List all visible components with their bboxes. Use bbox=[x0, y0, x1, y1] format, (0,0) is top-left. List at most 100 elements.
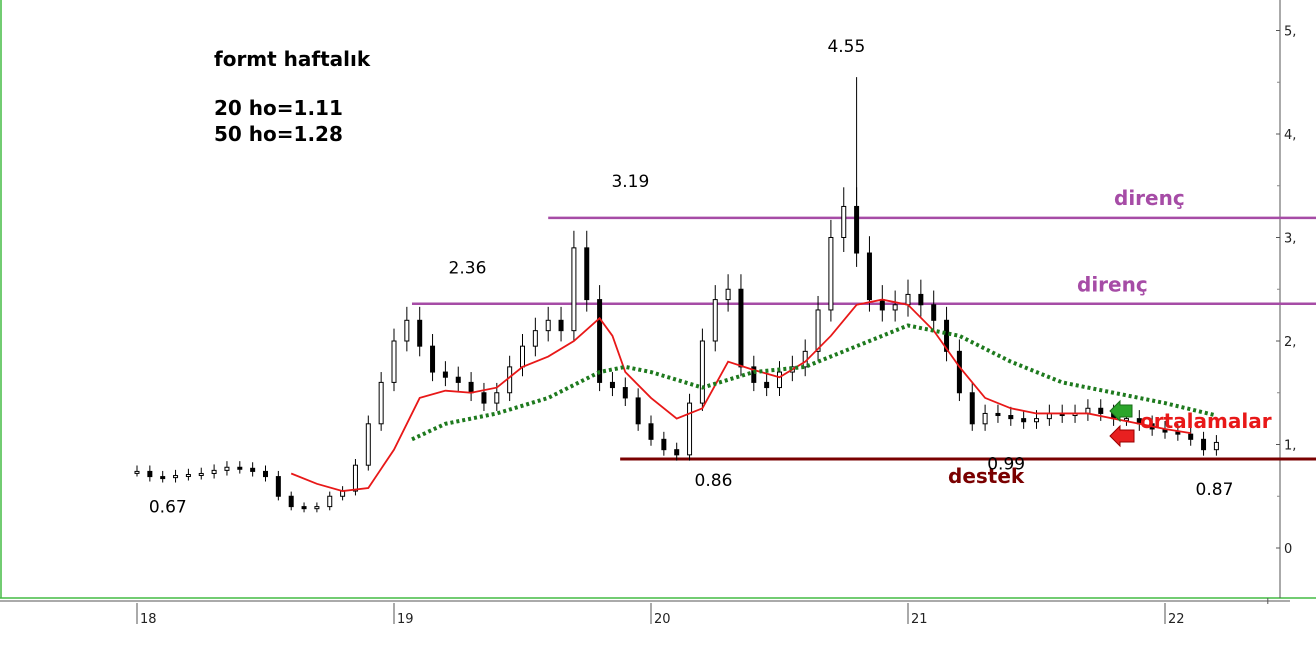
moving-averages-layer bbox=[290, 298, 1217, 492]
candle-body bbox=[237, 466, 243, 470]
y-ticks-layer: 0 1, 2, 3, 4, 5, bbox=[1276, 25, 1296, 557]
candle-body bbox=[224, 466, 230, 471]
candle-body bbox=[956, 350, 962, 394]
chart-title: formt haftalık bbox=[214, 47, 371, 71]
candle-body bbox=[404, 319, 410, 342]
x-tick-label: 18 bbox=[140, 612, 157, 627]
candle-body bbox=[699, 340, 705, 404]
candle-body bbox=[1021, 418, 1027, 423]
price-annotation: 0.67 bbox=[149, 498, 187, 518]
candle-body bbox=[828, 237, 834, 311]
candle-body bbox=[674, 449, 680, 456]
arrow-50-ho-icon bbox=[1109, 399, 1133, 423]
candle-body bbox=[712, 299, 718, 342]
candle-body bbox=[173, 475, 179, 479]
resistance-label: direnç bbox=[1114, 186, 1185, 210]
candle-body bbox=[1008, 415, 1014, 420]
candle-body bbox=[263, 470, 268, 478]
price-annotation: 3.19 bbox=[611, 172, 649, 192]
candle-body bbox=[725, 288, 731, 301]
y-tick-label: 3, bbox=[1284, 232, 1296, 247]
candle-body bbox=[301, 506, 307, 510]
y-tick-label: 0 bbox=[1284, 542, 1292, 557]
subtitle-line-1: 20 ho=1.11 bbox=[214, 96, 343, 120]
candle-body bbox=[622, 387, 628, 399]
candle-body bbox=[211, 469, 217, 474]
candle-body bbox=[995, 412, 1001, 417]
candle-body bbox=[352, 464, 358, 492]
candle-body bbox=[494, 392, 500, 404]
x-tick-label: 20 bbox=[654, 612, 671, 627]
candle-body bbox=[1034, 418, 1039, 423]
candle-body bbox=[327, 495, 333, 508]
ma50-line bbox=[411, 323, 1217, 442]
candle-body bbox=[1188, 433, 1194, 440]
candle-body bbox=[481, 392, 487, 404]
candle-body bbox=[147, 470, 153, 478]
candle-body bbox=[275, 476, 281, 497]
candle-body bbox=[764, 381, 770, 389]
arrow-20-ho-icon bbox=[1109, 424, 1135, 448]
y-tick-label: 4, bbox=[1284, 128, 1296, 143]
candle-body bbox=[944, 319, 950, 352]
price-annotation: 0.99 bbox=[987, 455, 1025, 475]
candle-body bbox=[815, 309, 821, 352]
candle-body bbox=[905, 293, 911, 306]
candles-layer bbox=[134, 77, 1219, 513]
annotations-layer: 0.67 2.36 3.19 0.86 4.55 0.99 0.87 bbox=[149, 37, 1234, 518]
candle-body bbox=[1213, 441, 1219, 451]
y-tick-label: 5, bbox=[1284, 25, 1296, 40]
resistance-label: direnç bbox=[1077, 273, 1148, 297]
subtitle-line-2: 50 ho=1.28 bbox=[214, 122, 343, 146]
candle-body bbox=[751, 366, 757, 383]
candle-body bbox=[777, 371, 782, 389]
candle-body bbox=[661, 438, 667, 451]
candle-body bbox=[738, 288, 744, 368]
candle-body bbox=[532, 330, 538, 347]
candle-body bbox=[391, 340, 397, 383]
candle-body bbox=[1201, 438, 1207, 451]
price-annotation: 0.87 bbox=[1196, 480, 1234, 500]
candle-body bbox=[288, 495, 294, 508]
candle-body bbox=[198, 472, 204, 476]
candle-body bbox=[250, 467, 256, 472]
candle-body bbox=[134, 470, 140, 474]
x-tick-label: 22 bbox=[1168, 612, 1185, 627]
candle-body bbox=[969, 392, 975, 425]
candle-body bbox=[918, 293, 924, 306]
x-tick-label: 19 bbox=[397, 612, 414, 627]
candle-body bbox=[597, 299, 603, 383]
support-label: destek bbox=[948, 464, 1025, 488]
candle-body bbox=[892, 304, 898, 311]
price-annotation: 0.86 bbox=[695, 471, 733, 491]
candle-body bbox=[160, 476, 166, 480]
candle-body bbox=[841, 205, 847, 238]
candle-body bbox=[879, 299, 885, 311]
candle-body bbox=[687, 402, 693, 456]
y-tick-label: 2, bbox=[1284, 335, 1296, 350]
candle-body bbox=[378, 381, 384, 425]
candle-body bbox=[468, 381, 474, 394]
candle-body bbox=[648, 423, 654, 440]
candle-body bbox=[571, 247, 577, 332]
x-ticks-layer: 18 19 20 21 22 bbox=[136, 598, 1269, 627]
candle-body bbox=[455, 376, 461, 383]
price-annotation: 2.36 bbox=[449, 259, 487, 279]
candle-body bbox=[365, 423, 371, 466]
candle-body bbox=[545, 319, 551, 332]
candle-body bbox=[609, 381, 615, 389]
ma20-line bbox=[290, 298, 1191, 492]
candle-body bbox=[982, 412, 988, 425]
candle-body bbox=[507, 366, 513, 394]
candle-body bbox=[584, 247, 590, 301]
candle-body bbox=[931, 304, 937, 321]
candle-body bbox=[558, 319, 564, 332]
candle-body bbox=[430, 345, 436, 373]
candle-body bbox=[635, 397, 641, 425]
candle-body bbox=[185, 474, 191, 478]
candle-body bbox=[314, 506, 320, 510]
candle-body bbox=[520, 345, 525, 368]
